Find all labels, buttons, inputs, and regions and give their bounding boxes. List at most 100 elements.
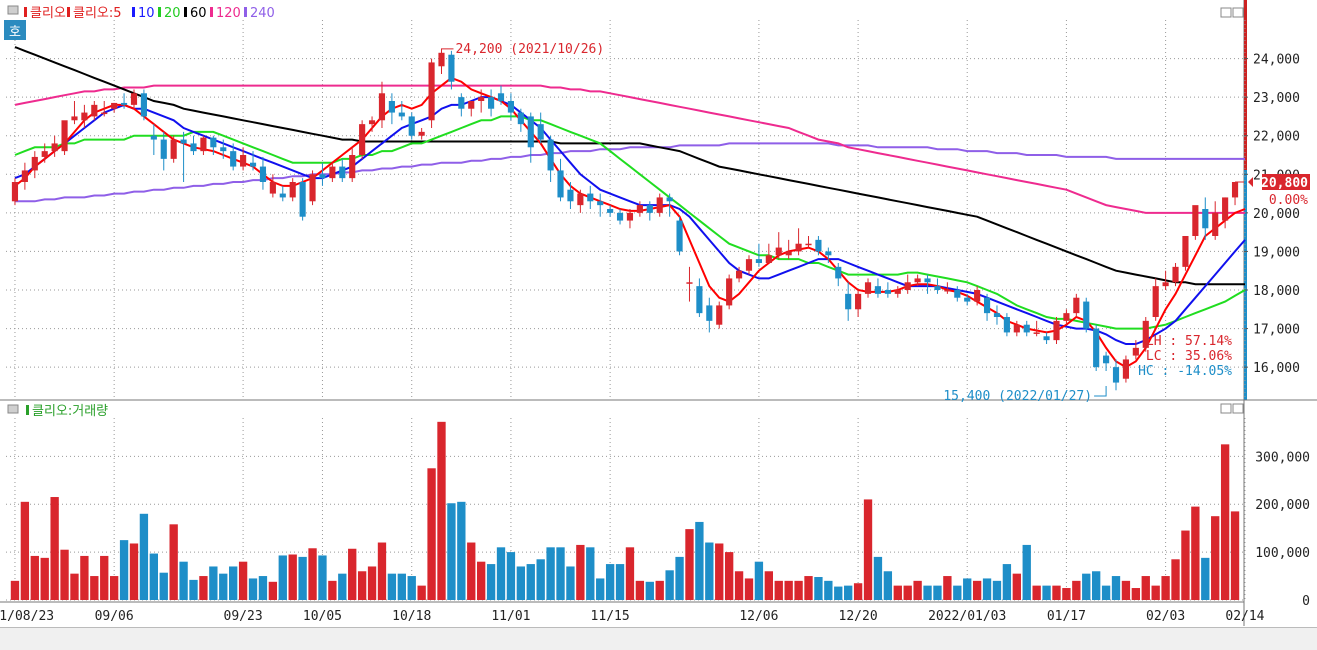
volume-bar (655, 580, 664, 600)
volume-bar (229, 566, 238, 600)
date-tick-label: 02/03 (1146, 609, 1185, 624)
candle-body (656, 197, 663, 213)
legend-swatch (244, 7, 247, 17)
candle-body (61, 120, 68, 152)
date-tick-label: 10/18 (392, 609, 431, 624)
current-price-pointer (1248, 177, 1253, 187)
date-tick-label: 12/06 (739, 609, 778, 624)
maximize-icon[interactable] (1220, 7, 1232, 18)
volume-bar (288, 554, 297, 600)
candle-body (299, 182, 306, 217)
candle-body (894, 290, 901, 294)
volume-bar (80, 555, 89, 600)
volume-bar (903, 585, 912, 600)
date-tick-label: 10/05 (303, 609, 342, 624)
candle-body (815, 239, 822, 252)
price-tick-label: 22,000 (1253, 130, 1300, 145)
volume-bar (576, 544, 585, 600)
volume-bar (605, 564, 615, 600)
candle-body (468, 101, 475, 109)
volume-bar (824, 580, 833, 600)
volume-bar (943, 576, 952, 600)
candle-body (825, 251, 832, 256)
candle-body (636, 205, 643, 213)
volume-bar (70, 573, 79, 600)
volume-bar (119, 540, 129, 600)
volume-bar (90, 576, 99, 600)
maximize-icon[interactable] (1232, 403, 1244, 414)
volume-bar (1082, 573, 1091, 600)
candle-body (983, 297, 991, 314)
badge-box (4, 20, 26, 40)
candle-body (1053, 320, 1060, 341)
candle-body (41, 151, 48, 157)
legend-swatch (67, 7, 70, 17)
volume-bar (546, 547, 555, 600)
ma10-line (14, 96, 1246, 345)
candle-body (1063, 313, 1070, 321)
candle-body (964, 297, 971, 302)
window-icon[interactable] (7, 5, 19, 15)
volume-bar (1201, 557, 1210, 600)
volume-bar (199, 576, 208, 600)
candle-body (775, 247, 782, 256)
candle-body (805, 243, 812, 246)
volume-bar (1181, 530, 1190, 600)
volume-bar (209, 566, 218, 600)
candle-body (230, 151, 237, 167)
volume-tick-label: 200,000 (1255, 498, 1310, 513)
candle-body (31, 156, 38, 171)
price-tick-label: 16,000 (1253, 361, 1300, 376)
volume-bar (496, 547, 506, 600)
volume-bar (189, 579, 198, 600)
candle-body (1043, 336, 1050, 341)
candle-body (993, 313, 1001, 317)
candle-body (1152, 286, 1159, 317)
volume-bar (407, 576, 416, 600)
lc-ratio: LC : 35.06% (1146, 349, 1232, 364)
volume-bar (933, 585, 942, 600)
candle-body (488, 97, 495, 109)
candle-body (1142, 320, 1149, 348)
volume-bar (863, 499, 873, 600)
volume-bar (179, 561, 188, 600)
volume-bar (1052, 585, 1061, 600)
volume-bar (804, 576, 813, 600)
price-tick-label: 19,000 (1253, 245, 1300, 260)
maximize-icon[interactable] (1232, 7, 1244, 18)
volume-legend: 클리오:거래량 (32, 404, 108, 419)
volume-bar (397, 573, 406, 600)
volume-bar (417, 585, 426, 600)
hc-ratio: HC : -14.05% (1138, 364, 1232, 379)
volume-bar (635, 580, 645, 600)
candle-body (398, 112, 405, 117)
volume-bar (923, 585, 932, 600)
legend-item-0: 클리오 (30, 6, 66, 21)
legend-item-2: 10 (138, 6, 155, 21)
window-icon[interactable] (7, 404, 19, 414)
candle-body (954, 290, 961, 298)
legend-item-5: 120 (216, 6, 241, 21)
volume-bar (278, 555, 287, 600)
maximize-icon[interactable] (1220, 403, 1232, 414)
volume-bar (685, 529, 694, 600)
bottom-scrollbar[interactable] (0, 627, 1317, 650)
price-tick-label: 24,000 (1253, 53, 1300, 68)
legend-swatch (24, 7, 27, 17)
volume-bar (149, 553, 158, 600)
date-tick-label: 01/17 (1047, 609, 1086, 624)
volume-bar (814, 577, 823, 600)
candle-body (835, 266, 842, 279)
candle-body (547, 139, 554, 171)
candle-body (686, 282, 693, 284)
candle-body (289, 182, 296, 198)
volume-bar (1220, 444, 1230, 600)
candle-body (478, 97, 485, 101)
volume-bar (764, 571, 773, 600)
volume-bar (1131, 588, 1141, 600)
volume-bar (963, 578, 972, 600)
volume-bar (705, 542, 714, 600)
volume-bar (30, 555, 39, 600)
candle-body (190, 143, 197, 152)
